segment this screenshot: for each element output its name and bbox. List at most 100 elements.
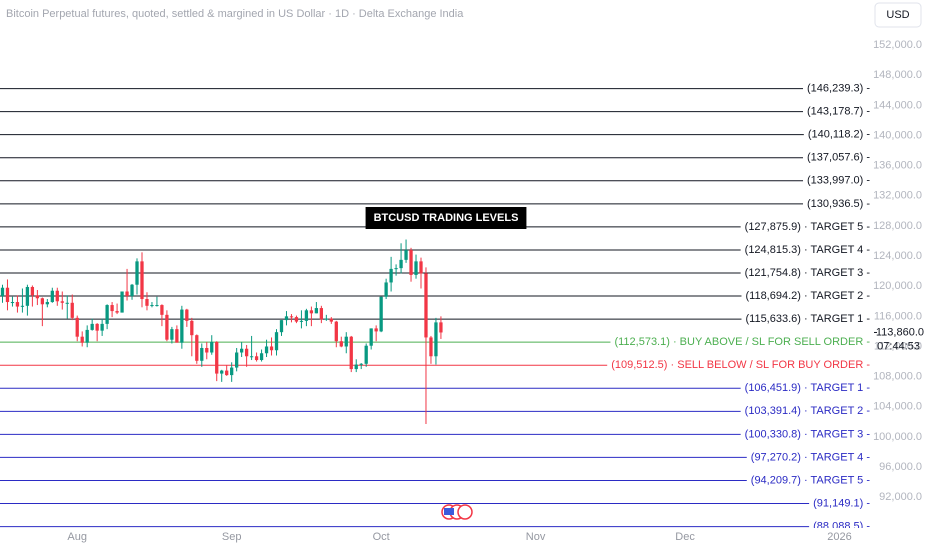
candle-body	[185, 309, 189, 321]
candle-body	[180, 309, 184, 343]
candle-body	[220, 370, 224, 374]
level-label: (143,178.7) -	[807, 106, 870, 118]
level-label: (115,633.6) · TARGET 1 -	[745, 313, 870, 325]
candle-body	[389, 268, 393, 283]
candle-body	[269, 346, 274, 351]
candle-body	[165, 314, 169, 340]
level-label: (121,754.8) · TARGET 3 -	[745, 267, 871, 279]
candle-body	[160, 305, 164, 315]
candle-body	[244, 348, 249, 357]
candle-body	[319, 308, 323, 320]
candle-body	[145, 299, 149, 306]
candle-body	[235, 352, 239, 368]
candle-body	[349, 336, 353, 370]
candle-body	[344, 336, 348, 347]
candle-body	[155, 305, 159, 307]
candle-body	[175, 329, 179, 343]
candle-body	[254, 356, 259, 361]
y-tick-label: 140,000.0	[873, 129, 922, 141]
candle-body	[274, 332, 279, 351]
candle-body	[404, 250, 408, 260]
candle-body	[309, 310, 314, 314]
level-label: (88,088.5) -	[813, 520, 870, 532]
x-tick-label: Dec	[675, 531, 695, 543]
candle-body	[334, 321, 338, 342]
candle-body	[324, 318, 328, 320]
y-tick-label: 144,000.0	[873, 99, 922, 111]
plot-area: (146,239.3) - (143,178.7) - (140,118.2) - (…	[0, 82, 871, 532]
candle-body	[135, 261, 139, 285]
candle-body	[65, 302, 69, 304]
candle-body	[85, 329, 89, 343]
level-label: (97,270.2) · TARGET 4 -	[751, 451, 871, 463]
level-label: (130,936.5) -	[807, 198, 870, 210]
currency-button[interactable]: USD	[886, 9, 909, 21]
candle-body	[259, 353, 264, 361]
x-tick-label: Sep	[222, 531, 242, 543]
candle-body	[140, 261, 144, 300]
candle-body	[299, 320, 304, 322]
event-flag	[444, 508, 454, 515]
y-tick-label: 120,000.0	[873, 280, 922, 292]
y-tick-label: 148,000.0	[873, 69, 922, 81]
candle-body	[80, 336, 84, 343]
x-tick-label: Nov	[526, 531, 546, 543]
y-tick-label: 92,000.0	[879, 491, 922, 503]
candle-body	[379, 296, 383, 332]
candle-body	[25, 286, 30, 306]
y-tick-label: 128,000.0	[873, 220, 922, 232]
candle-body	[289, 316, 294, 318]
currency-button-frame[interactable]	[874, 2, 922, 28]
candle-body	[339, 341, 343, 347]
candle-body	[374, 328, 378, 332]
candle-body	[0, 287, 5, 297]
level-label: (146,239.3) -	[807, 82, 870, 94]
candle-body	[15, 302, 20, 307]
candle-body	[384, 282, 388, 297]
annotation-box	[365, 207, 527, 229]
y-tick-label: 100,000.0	[873, 431, 922, 443]
y-tick-label: 132,000.0	[873, 190, 922, 202]
x-tick-label: Aug	[67, 531, 87, 543]
y-tick-label: 96,000.0	[879, 461, 922, 473]
candle-body	[5, 287, 10, 303]
x-tick-label: Oct	[373, 531, 390, 543]
event-icon[interactable]	[457, 504, 473, 520]
events[interactable]	[441, 504, 473, 520]
candle-body	[130, 284, 134, 297]
level-label: (100,330.8) · TARGET 3 -	[745, 428, 871, 440]
candle-body	[120, 291, 124, 313]
candle-body	[125, 291, 129, 297]
candle-body	[249, 356, 254, 358]
candle-body	[150, 305, 154, 307]
annotation: BTCUSD TRADING LEVELS	[374, 212, 519, 224]
candle-body	[40, 298, 44, 305]
candle-body	[364, 345, 368, 364]
level-label: (137,057.6) -	[807, 152, 870, 164]
candle-body	[429, 337, 433, 357]
candle-body	[329, 318, 333, 322]
level-label: (118,694.2) · TARGET 2 -	[745, 290, 870, 302]
level-label: (124,815.3) · TARGET 4 -	[745, 244, 871, 256]
candle-body	[45, 302, 49, 305]
chart-title: Bitcoin Perpetual futures, quoted, settl…	[6, 8, 464, 20]
candle-body	[239, 348, 244, 353]
candle-body	[409, 250, 413, 275]
candle-body	[215, 341, 219, 374]
candle-body	[434, 322, 438, 357]
x-tick-label: 2026	[827, 531, 851, 543]
candle-body	[170, 329, 174, 340]
level-label: (127,875.9) · TARGET 5 -	[745, 221, 871, 233]
candle-body	[110, 305, 114, 312]
y-tick-label: 104,000.0	[873, 401, 922, 413]
y-tick-label: 136,000.0	[873, 160, 922, 172]
candle-body	[439, 322, 443, 333]
candle-body	[60, 301, 64, 303]
candle-body	[70, 302, 74, 318]
candle-body	[20, 305, 25, 307]
candle-body	[195, 335, 199, 361]
candle-body	[414, 261, 418, 275]
candle-body	[35, 295, 40, 299]
level-label: (94,209.7) · TARGET 5 -	[751, 474, 871, 486]
candle-body	[95, 323, 99, 331]
